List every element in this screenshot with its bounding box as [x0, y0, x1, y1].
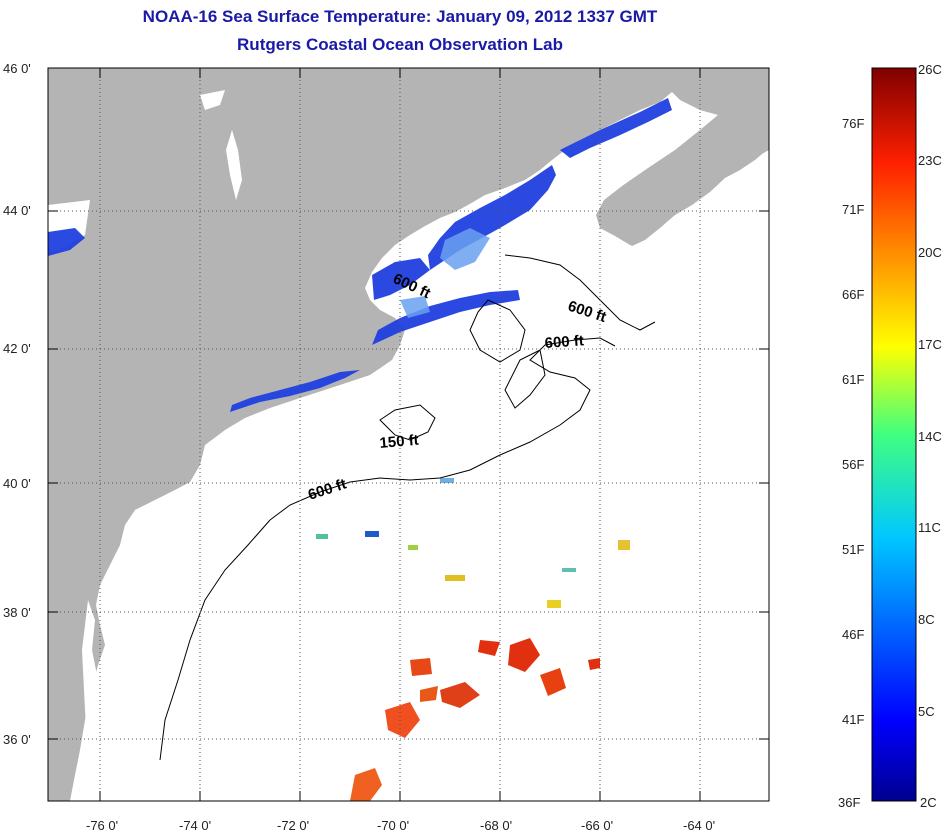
land-mass	[48, 68, 769, 801]
colorbar-f-76: 76F	[842, 116, 865, 131]
lon-label-76: -76 0'	[86, 818, 119, 833]
lat-label-44: 44 0'	[3, 203, 31, 218]
colorbar-f-61: 61F	[842, 372, 865, 387]
colorbar-f-36: 36F	[838, 795, 861, 810]
lat-label-38: 38 0'	[3, 605, 31, 620]
lon-label-70: -70 0'	[377, 818, 410, 833]
warm-sst-pixels	[350, 638, 600, 801]
colorbar-f-66: 66F	[842, 287, 865, 302]
colorbar-c-2: 2C	[920, 795, 937, 810]
nova-scotia-land	[618, 100, 769, 246]
lon-label-66: -66 0'	[581, 818, 614, 833]
colorbar-f-41: 41F	[842, 712, 865, 727]
colorbar-f-46: 46F	[842, 627, 865, 642]
lon-label-64: -64 0'	[683, 818, 716, 833]
lat-label-36: 36 0'	[3, 732, 31, 747]
lon-label-72: -72 0'	[277, 818, 310, 833]
lat-label-46: 46 0'	[3, 61, 31, 76]
colorbar-c-23: 23C	[918, 153, 942, 168]
lat-label-40: 40 0'	[3, 476, 31, 491]
delaware-bay	[120, 545, 140, 590]
lake-champlain	[226, 130, 242, 200]
colorbar-f-71: 71F	[842, 202, 865, 217]
map-subtitle: Rutgers Coastal Ocean Observation Lab	[237, 35, 563, 54]
map-frame	[47, 67, 770, 802]
map-title: NOAA-16 Sea Surface Temperature: January…	[142, 7, 658, 26]
colorbar-c-11: 11C	[918, 520, 941, 535]
colorbar-c-17: 17C	[918, 337, 942, 352]
contour-label-150ft: 150 ft	[379, 432, 420, 452]
contour-label-600ft-c: 600 ft	[544, 332, 584, 352]
lon-label-68: -68 0'	[480, 818, 513, 833]
colorbar-c-8: 8C	[918, 612, 935, 627]
colorbar-f-56: 56F	[842, 457, 865, 472]
colorbar-c-26: 26C	[918, 62, 942, 77]
colorbar-c-14: 14C	[918, 429, 942, 444]
colorbar-c-5: 5C	[918, 704, 935, 719]
colorbar-f-51: 51F	[842, 542, 865, 557]
colorbar-c-20: 20C	[918, 245, 942, 260]
lon-label-74: -74 0'	[179, 818, 212, 833]
colorbar	[871, 67, 917, 802]
axis-ticks	[48, 68, 769, 801]
bathymetry-contours	[159, 254, 656, 761]
long-island-sound	[205, 402, 340, 445]
offshore-mid-pixels	[316, 478, 630, 608]
chesapeake-bay	[82, 600, 104, 760]
inland-lake	[200, 90, 225, 110]
light-cold-pixels	[400, 228, 490, 318]
lat-label-42: 42 0'	[3, 341, 31, 356]
graticule	[48, 68, 769, 801]
